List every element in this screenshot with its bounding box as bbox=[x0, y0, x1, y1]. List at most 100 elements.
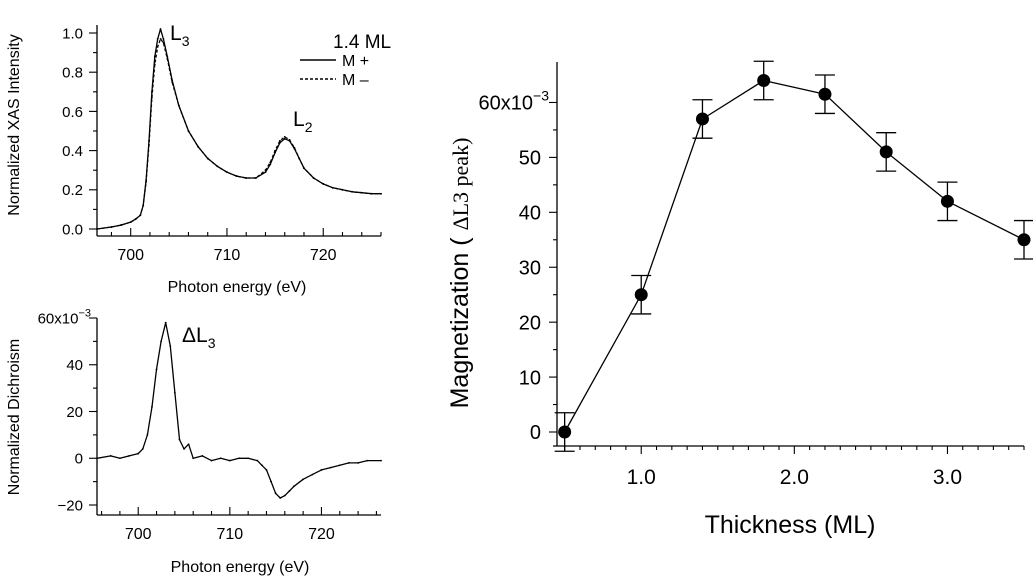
xas-data-point bbox=[129, 221, 132, 224]
xas-peak-label-subscript: 2 bbox=[305, 119, 313, 135]
magnetization-y-tick-label: 60x10−3 bbox=[479, 88, 550, 115]
xas-data-point bbox=[206, 157, 209, 160]
magnetization-data-point bbox=[695, 112, 709, 126]
dichroism-data-point bbox=[178, 438, 181, 441]
dichroism-peak-label-base: ΔL bbox=[182, 324, 208, 347]
xas-data-point bbox=[139, 214, 142, 217]
xas-data-point bbox=[226, 171, 228, 174]
dichroism-data-point bbox=[155, 368, 158, 371]
xas-data-point bbox=[331, 186, 334, 189]
magnetization-x-tick-label: 1.0 bbox=[627, 466, 656, 489]
dichroism-y-exponent: −3 bbox=[78, 308, 91, 320]
xas-data-point bbox=[264, 171, 267, 174]
xas-data-point bbox=[293, 146, 296, 149]
dichroism-y-tick-label: 20 bbox=[66, 404, 83, 421]
xas-y-axis-label: Normalized XAS Intensity bbox=[6, 34, 23, 215]
dichroism-data-point bbox=[238, 457, 240, 460]
xas-data-point bbox=[298, 157, 301, 160]
xas-y-tick-label: 0.4 bbox=[62, 143, 83, 160]
dichroism-peak-label-subscript: 3 bbox=[208, 335, 216, 351]
magnetization-y-axis-label: Magnetization ( ΔL3 peak) bbox=[446, 138, 474, 409]
magnetization-y-tick-label: 30 bbox=[519, 257, 541, 279]
dichroism-data-point bbox=[210, 459, 213, 462]
dichroism-data-point bbox=[192, 457, 195, 460]
dichroism-data-point bbox=[366, 459, 369, 462]
xas-data-point bbox=[150, 96, 153, 99]
xas-y-tick-label: 0.0 bbox=[62, 221, 83, 238]
dichroism-data-point bbox=[348, 462, 350, 464]
xas-data-point bbox=[269, 163, 272, 166]
dichroism-x-axis-label: Photon energy (eV) bbox=[171, 559, 310, 576]
xas-data-point bbox=[288, 138, 291, 141]
dichroism-data-point bbox=[169, 345, 172, 347]
xas-data-point bbox=[156, 37, 159, 40]
xas-legend: 1.4 ML M + M – bbox=[300, 32, 391, 89]
xas-data-point bbox=[254, 177, 257, 179]
xas-data-point bbox=[216, 165, 219, 168]
xas-data-point bbox=[322, 183, 325, 185]
dichroism-x-axis: 700 710 720 bbox=[97, 507, 381, 543]
dichroism-data-point bbox=[302, 478, 305, 481]
magnetization-y-tick-label: 50 bbox=[519, 148, 541, 170]
xas-data-point bbox=[166, 57, 169, 60]
dichroism-data-point bbox=[288, 490, 291, 492]
dichroism-y-tick-label: 40 bbox=[66, 357, 83, 374]
magnetization-data-point bbox=[879, 145, 893, 159]
xas-data-point bbox=[245, 177, 248, 179]
magnetization-panel: 1.0 2.0 3.0 0 10 20 30 40 50 60x10−3 Thickness (… bbox=[446, 60, 1033, 539]
xas-data-point bbox=[274, 149, 277, 152]
xas-legend-title: 1.4 ML bbox=[333, 32, 391, 53]
dichroism-data-point bbox=[247, 457, 250, 460]
xas-legend-entry: M – bbox=[342, 72, 369, 89]
dichroism-plot-area bbox=[96, 321, 382, 499]
dichroism-data-point bbox=[187, 443, 190, 446]
xas-x-tick-label: 700 bbox=[117, 247, 144, 264]
dichroism-data-point bbox=[183, 448, 185, 450]
dichroism-data-point bbox=[219, 457, 222, 460]
dichroism-data-point bbox=[283, 494, 286, 497]
magnetization-data-point bbox=[940, 194, 954, 208]
magnetization-data-point bbox=[757, 74, 771, 88]
xas-data-point bbox=[380, 192, 382, 195]
xas-data-point bbox=[159, 28, 162, 30]
xas-data-point bbox=[312, 177, 315, 179]
xas-data-point bbox=[283, 135, 286, 138]
dichroism-data-point bbox=[357, 462, 359, 464]
magnetization-data-point bbox=[1017, 233, 1031, 247]
dichroism-y-tick-label: 0 bbox=[75, 451, 83, 468]
xas-data-point bbox=[269, 161, 272, 164]
xas-data-point bbox=[162, 41, 165, 44]
dichroism-data-point bbox=[261, 464, 263, 467]
magnetization-y-tick-label: 0 bbox=[530, 422, 541, 444]
xas-y-tick-label: 0.8 bbox=[62, 65, 83, 82]
xas-peak-label-l3: L3 bbox=[170, 22, 190, 49]
xas-data-point bbox=[283, 137, 286, 140]
xas-data-point bbox=[153, 55, 156, 58]
xas-x-tick-label: 710 bbox=[214, 247, 241, 264]
magnetization-x-tick-label: 3.0 bbox=[933, 466, 962, 489]
magnetization-y-tick-label: 20 bbox=[519, 312, 541, 334]
dichroism-data-point bbox=[329, 466, 332, 469]
dichroism-y-tick-label: 60x10−3 bbox=[38, 308, 91, 328]
dichroism-y-axis: −20 0 20 40 60x10−3 bbox=[38, 308, 98, 515]
magnetization-y-tick-label: 10 bbox=[519, 367, 541, 389]
dichroism-x-tick-label: 710 bbox=[216, 526, 243, 543]
magnetization-data-point bbox=[634, 288, 648, 302]
dichroism-data-point bbox=[311, 473, 314, 476]
xas-data-point bbox=[120, 224, 122, 226]
magnetization-y-tick-label: 40 bbox=[519, 203, 541, 225]
dichroism-panel: 700 710 720 −20 0 20 40 60x10−3 Photon energy … bbox=[6, 308, 382, 576]
magnetization-y-axis-label-quantity: ΔL3 peak) bbox=[448, 138, 473, 231]
xas-peak-label-subscript: 3 bbox=[182, 33, 190, 49]
xas-data-point bbox=[303, 167, 305, 170]
xas-data-point bbox=[171, 81, 173, 83]
dichroism-data-point bbox=[201, 455, 204, 457]
xas-x-axis: 700 710 720 bbox=[97, 228, 382, 264]
dichroism-data-point bbox=[128, 455, 130, 457]
dichroism-x-tick-label: 700 bbox=[125, 526, 152, 543]
magnetization-x-axis-label: Thickness (ML) bbox=[705, 511, 876, 539]
dichroism-y-tick-label: −20 bbox=[58, 497, 83, 514]
magnetization-x-tick-label: 2.0 bbox=[780, 466, 809, 489]
xas-data-point bbox=[153, 63, 156, 66]
